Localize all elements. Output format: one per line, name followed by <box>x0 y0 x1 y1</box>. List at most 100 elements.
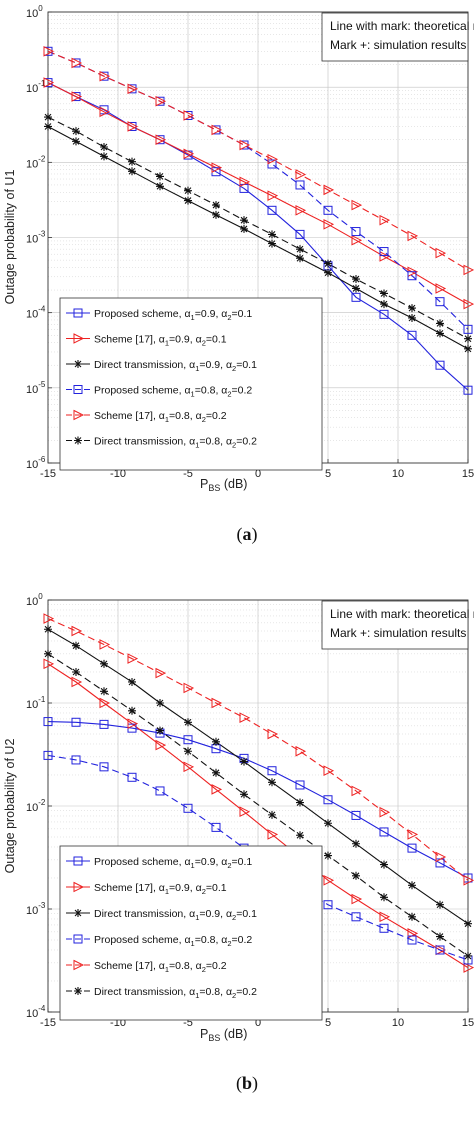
legend-entry: Proposed scheme, α1=0.9, α2=0.1 <box>94 856 252 870</box>
legend-entry: Proposed scheme, α1=0.8, α2=0.2 <box>94 385 252 399</box>
data-point-s2 <box>267 190 279 201</box>
data-point-s2 <box>239 806 251 818</box>
data-point-s3 <box>212 737 220 746</box>
data-point-s3 <box>436 900 444 909</box>
data-point-s6 <box>380 893 388 902</box>
data-point-s3 <box>128 677 136 686</box>
data-point-s3 <box>408 881 416 890</box>
legend-entry: Proposed scheme, α1=0.9, α2=0.1 <box>94 308 252 322</box>
data-point-s2 <box>99 697 111 709</box>
data-point-s3 <box>184 196 192 205</box>
y-tick-label: 10-3 <box>26 230 46 246</box>
legend-entry: Scheme [17], α1=0.9, α2=0.1 <box>94 334 227 348</box>
data-point-s5 <box>435 247 447 259</box>
data-point-s5 <box>155 667 167 679</box>
data-point-s6 <box>156 172 164 181</box>
data-point-s5 <box>127 653 139 664</box>
data-point-s1 <box>99 719 109 729</box>
data-point-s6 <box>464 334 472 343</box>
x-tick-label: 10 <box>392 1017 404 1029</box>
legend-entry: Scheme [17], α1=0.9, α2=0.1 <box>94 882 227 896</box>
chart-panel-a: -15 -10 -5 0 5 10 15 100 10-1 10-2 10-3 10-4 10-5 10-… <box>3 4 474 545</box>
data-point-s6 <box>296 831 304 840</box>
data-point-s5 <box>351 199 363 211</box>
data-point-s2 <box>267 829 279 840</box>
data-point-s6 <box>408 304 416 313</box>
legend-entry: Direct transmission, α1=0.8, α2=0.2 <box>94 986 257 1000</box>
legend-entry: Proposed scheme, α1=0.8, α2=0.2 <box>94 934 252 948</box>
legend-marker <box>74 360 82 368</box>
series-line-3 <box>48 628 468 925</box>
data-point-s3 <box>296 254 304 263</box>
data-point-s5 <box>239 712 251 724</box>
data-point-s4 <box>295 180 305 190</box>
data-point-s5 <box>295 745 307 757</box>
data-point-s6 <box>128 706 136 715</box>
data-point-s6 <box>408 912 416 921</box>
data-point-s3 <box>324 268 332 277</box>
data-point-s5 <box>99 70 111 82</box>
data-point-s2 <box>323 218 335 230</box>
data-point-s1 <box>183 735 193 745</box>
data-point-s3 <box>72 137 80 146</box>
data-point-s6 <box>184 186 192 195</box>
data-point-s3 <box>156 182 164 191</box>
data-point-s2 <box>43 77 55 88</box>
data-point-s3 <box>240 224 248 233</box>
data-point-s2 <box>127 718 139 729</box>
x-tick-label: 15 <box>462 1017 474 1029</box>
data-point-s3 <box>268 778 276 787</box>
data-point-s5 <box>267 153 279 165</box>
x-tick-label: -5 <box>183 468 193 480</box>
data-point-s2 <box>323 874 335 886</box>
data-point-s5 <box>99 639 111 650</box>
data-point-s5 <box>379 806 391 818</box>
data-point-s5 <box>43 613 55 624</box>
data-point-s2 <box>183 148 195 160</box>
data-point-s3 <box>128 167 136 176</box>
data-point-s6 <box>212 768 220 777</box>
legend-marker <box>73 308 83 318</box>
data-point-s2 <box>99 106 111 118</box>
data-point-s5 <box>211 124 223 136</box>
data-point-s2 <box>43 658 55 670</box>
annotation-text: Mark +: simulation results <box>330 38 466 52</box>
data-point-s6 <box>184 747 192 756</box>
series-group <box>48 618 468 969</box>
data-point-s2 <box>295 205 307 216</box>
x-tick-label: -10 <box>110 468 126 480</box>
data-point-s4 <box>43 750 53 760</box>
data-point-s6 <box>240 790 248 799</box>
data-point-s4 <box>99 762 109 772</box>
data-point-s2 <box>155 739 167 751</box>
data-point-s6 <box>296 245 304 254</box>
data-point-s2 <box>127 121 139 132</box>
y-tick-label: 10-5 <box>26 380 46 396</box>
annotation-text: Mark +: simulation results <box>330 626 466 640</box>
data-point-s2 <box>379 251 391 262</box>
data-point-s4 <box>435 945 445 955</box>
data-point-s6 <box>100 142 108 151</box>
y-tick-label: 10-1 <box>26 695 46 711</box>
data-point-s2 <box>71 676 83 688</box>
panel-label: (b) <box>236 1073 258 1094</box>
data-point-s6 <box>268 810 276 819</box>
y-tick-label: 10-1 <box>26 79 46 95</box>
x-axis-label: PBS (dB) <box>200 1027 247 1043</box>
x-tick-label: 0 <box>255 1017 261 1029</box>
x-tick-label: -15 <box>40 1017 56 1029</box>
data-point-s4 <box>379 247 389 257</box>
data-point-s1 <box>43 717 53 727</box>
data-point-s6 <box>72 667 80 676</box>
data-point-s3 <box>100 152 108 161</box>
data-point-s4 <box>407 271 417 281</box>
data-point-s1 <box>267 766 277 776</box>
data-point-s3 <box>380 860 388 869</box>
data-point-s1 <box>407 843 417 853</box>
data-point-s1 <box>323 795 333 805</box>
data-point-s1 <box>351 810 361 820</box>
data-point-s3 <box>324 819 332 828</box>
data-point-s5 <box>211 697 223 709</box>
data-point-s6 <box>44 113 52 122</box>
data-point-s3 <box>464 344 472 353</box>
